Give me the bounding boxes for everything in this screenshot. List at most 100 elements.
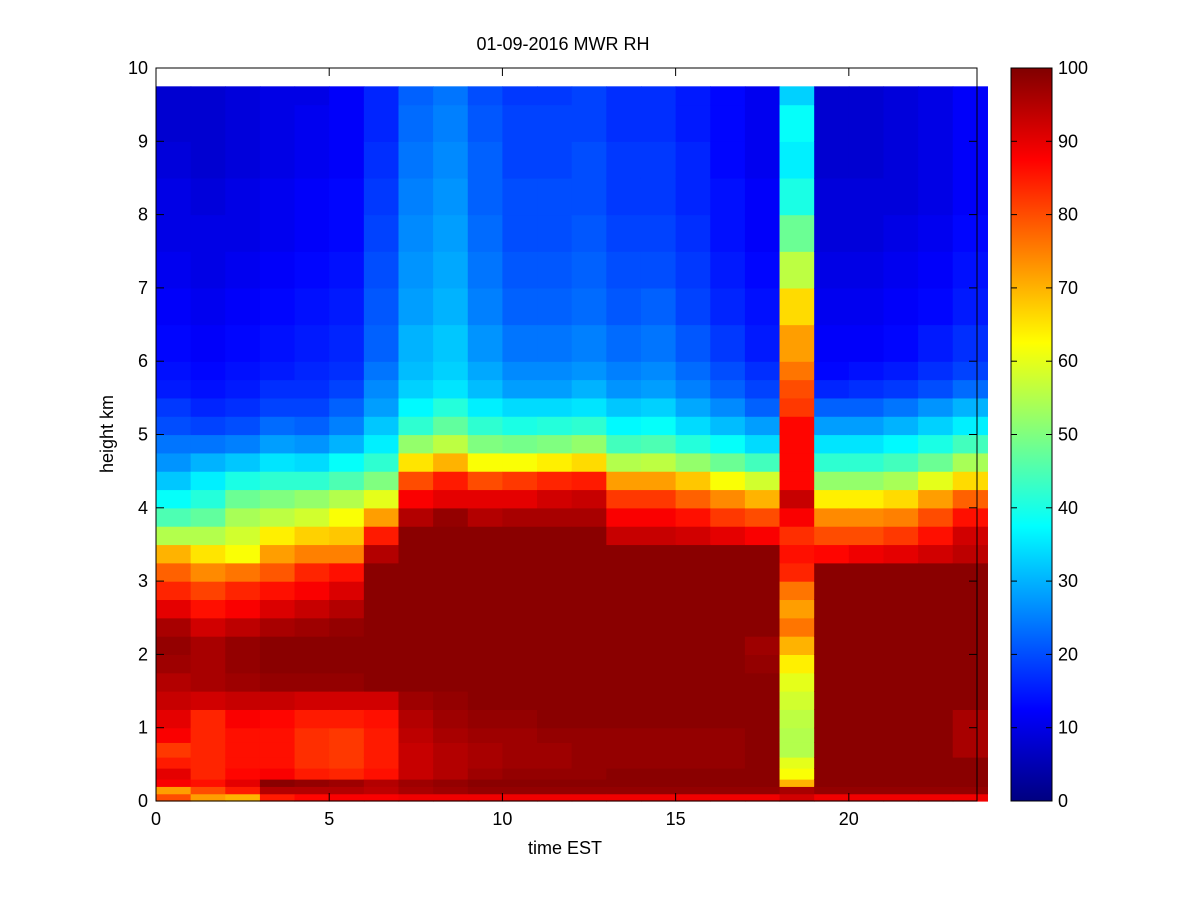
- heatmap-cell: [571, 251, 607, 289]
- heatmap-cell: [675, 416, 711, 436]
- heatmap-cell: [710, 86, 746, 106]
- heatmap-cell: [363, 214, 400, 252]
- heatmap-cell: [952, 397, 988, 417]
- heatmap-cell: [710, 489, 746, 509]
- x-tick-label: 20: [839, 809, 859, 829]
- heatmap-cell: [502, 86, 538, 106]
- heatmap-cell: [294, 617, 330, 637]
- heatmap-cell: [502, 617, 538, 637]
- heatmap-cell: [259, 636, 296, 655]
- heatmap-cell: [537, 416, 573, 436]
- heatmap-cell: [259, 562, 296, 582]
- heatmap-cell: [225, 434, 261, 454]
- heatmap-cell: [156, 471, 192, 491]
- heatmap-cell: [848, 86, 885, 106]
- heatmap-cell: [294, 104, 330, 142]
- heatmap-cell: [190, 416, 226, 436]
- heatmap-cell: [640, 709, 677, 729]
- heatmap-cell: [294, 599, 330, 619]
- heatmap-cell: [398, 397, 434, 417]
- heatmap-cell: [363, 562, 400, 582]
- colorbar-tick-label: 60: [1058, 351, 1078, 371]
- heatmap-cell: [190, 526, 226, 546]
- heatmap-cell: [952, 324, 988, 362]
- heatmap-cell: [883, 636, 919, 655]
- heatmap-cell: [225, 452, 261, 472]
- heatmap-cell: [848, 416, 885, 436]
- heatmap-cell: [225, 416, 261, 436]
- heatmap-cell: [433, 141, 469, 179]
- heatmap-cell: [467, 757, 504, 769]
- heatmap-cell: [952, 361, 988, 381]
- heatmap-cell: [190, 324, 226, 362]
- heatmap-cell: [952, 104, 988, 142]
- heatmap-cell: [537, 104, 573, 142]
- heatmap-cell: [848, 742, 885, 758]
- heatmap-cell: [883, 507, 919, 527]
- heatmap-cell: [329, 768, 365, 780]
- heatmap-cell: [848, 654, 885, 674]
- heatmap-cell: [848, 779, 885, 787]
- heatmap-cell: [952, 526, 988, 546]
- heatmap-cell: [744, 507, 781, 527]
- heatmap-cell: [225, 672, 261, 692]
- heatmap-cell: [190, 544, 226, 564]
- heatmap-cell: [294, 672, 330, 692]
- heatmap-cell: [329, 581, 365, 601]
- heatmap-cell: [467, 361, 504, 381]
- heatmap-cell: [675, 251, 711, 289]
- heatmap-cell: [502, 452, 538, 472]
- heatmap-cell: [606, 287, 642, 326]
- heatmap-cell: [294, 471, 330, 491]
- heatmap-cell: [294, 507, 330, 527]
- heatmap-cell: [398, 324, 434, 362]
- heatmap-cell: [710, 526, 746, 546]
- heatmap-cell: [571, 104, 607, 142]
- heatmap-cell: [398, 177, 434, 216]
- heatmap-cell: [952, 654, 988, 674]
- heatmap-cell: [883, 786, 919, 795]
- heatmap-cell: [883, 727, 919, 743]
- heatmap-cell: [363, 434, 400, 454]
- heatmap-cell: [398, 471, 434, 491]
- heatmap-cell: [710, 562, 746, 582]
- heatmap-cell: [433, 691, 469, 710]
- heatmap-cell: [640, 251, 677, 289]
- colorbar-tick-label: 20: [1058, 644, 1078, 664]
- heatmap-cell: [779, 471, 815, 491]
- heatmap-cell: [190, 672, 226, 692]
- heatmap-cell: [259, 691, 296, 710]
- heatmap-cell: [710, 654, 746, 674]
- heatmap-cell: [225, 141, 261, 179]
- heatmap-cell: [814, 507, 850, 527]
- heatmap-cell: [710, 599, 746, 619]
- heatmap-cell: [571, 507, 607, 527]
- heatmap-cell: [883, 779, 919, 787]
- heatmap-cell: [294, 691, 330, 710]
- heatmap-cell: [606, 86, 642, 106]
- y-tick-label: 1: [138, 718, 148, 738]
- heatmap-cell: [467, 251, 504, 289]
- heatmap-cell: [537, 636, 573, 655]
- y-axis-label: height km: [97, 395, 117, 473]
- heatmap-cell: [606, 768, 642, 780]
- heatmap-cell: [294, 636, 330, 655]
- heatmap-cell: [744, 727, 781, 743]
- heatmap-cell: [294, 793, 330, 802]
- heatmap-cell: [571, 562, 607, 582]
- heatmap-cell: [156, 581, 192, 601]
- heatmap-cell: [848, 691, 885, 710]
- heatmap-cell: [502, 727, 538, 743]
- heatmap-cell: [467, 416, 504, 436]
- heatmap-cell: [640, 562, 677, 582]
- heatmap-cell: [190, 599, 226, 619]
- heatmap-cell: [710, 691, 746, 710]
- heatmap-cell: [259, 361, 296, 381]
- heatmap-cell: [363, 581, 400, 601]
- heatmap-cell: [190, 691, 226, 710]
- heatmap-cell: [606, 416, 642, 436]
- heatmap-cell: [502, 599, 538, 619]
- heatmap-cell: [190, 287, 226, 326]
- heatmap-cell: [467, 324, 504, 362]
